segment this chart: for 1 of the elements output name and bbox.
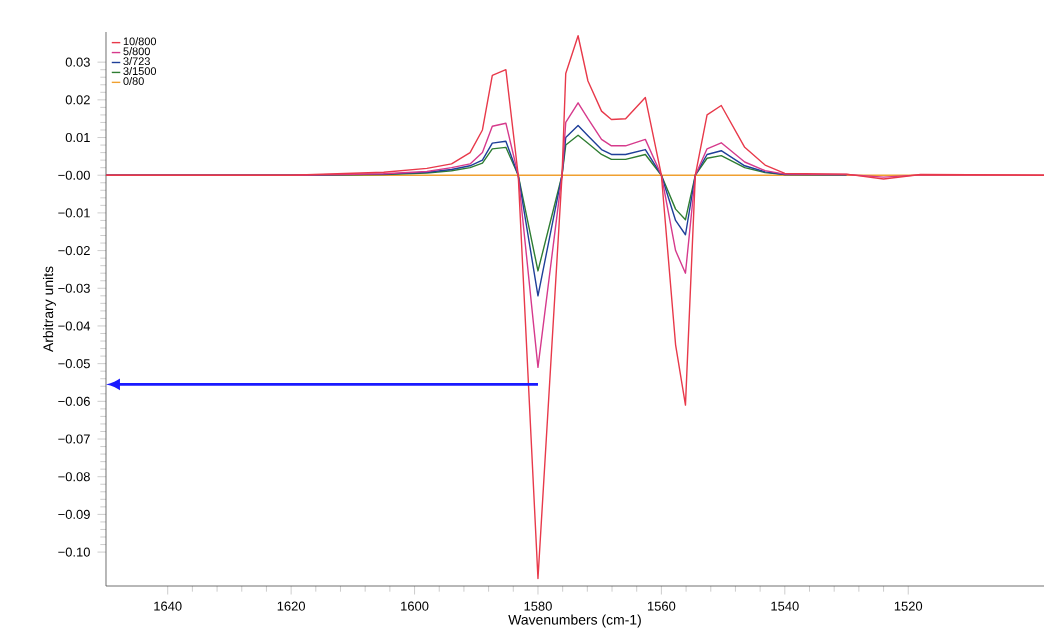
line-series bbox=[105, 35, 1045, 580]
